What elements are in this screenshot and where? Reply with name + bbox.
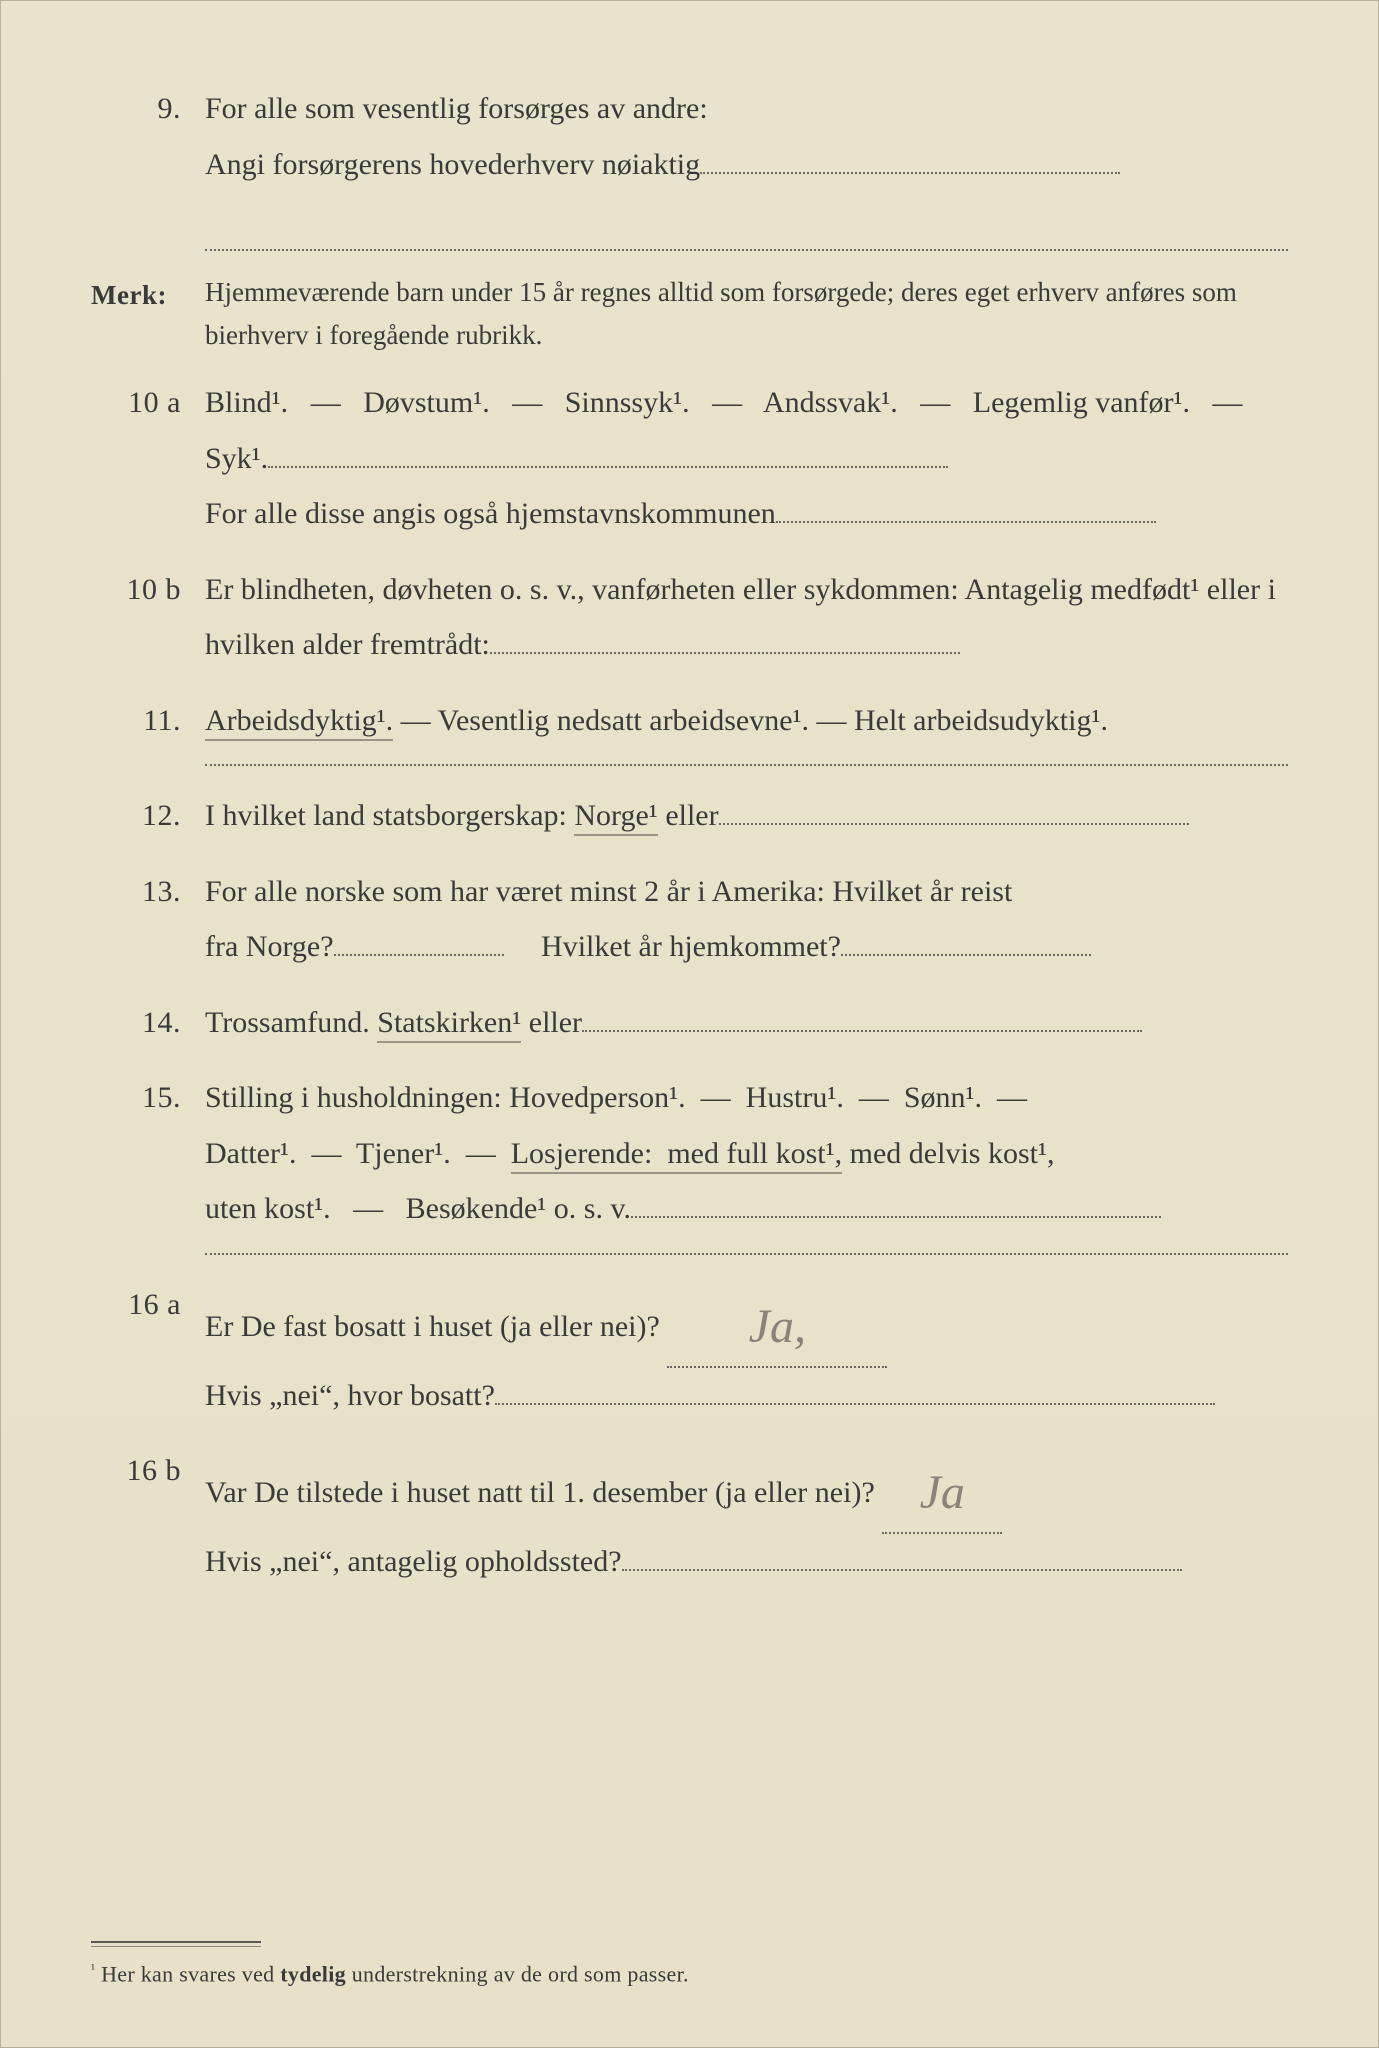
- q10a-opt-syk: Syk¹.: [205, 442, 268, 475]
- q13-line1: For alle norske som har været minst 2 år…: [205, 875, 1012, 908]
- q16a-body: Er De fast bosatt i huset (ja eller nei)…: [205, 1277, 1288, 1423]
- q15-prefix: Stilling i husholdningen:: [205, 1081, 509, 1114]
- q15-losjerende-underlined: Losjerende: med full kost¹,: [511, 1137, 842, 1174]
- merk-label: Merk:: [91, 271, 205, 357]
- q11-opt1-underlined: Arbeidsdyktig¹.: [205, 704, 393, 741]
- q10a-opt-blind: Blind¹.: [205, 386, 288, 419]
- question-10b: 10 b Er blindheten, døvheten o. s. v., v…: [91, 562, 1288, 673]
- question-10a: 10 a Blind¹. — Døvstum¹. — Sinnssyk¹. — …: [91, 375, 1288, 542]
- q9-number: 9.: [91, 81, 205, 251]
- q13-body: For alle norske som har været minst 2 år…: [205, 864, 1288, 975]
- q16a-answer-handwritten: Ja,: [743, 1300, 812, 1353]
- q14-opt-statskirken-underlined: Statskirken¹: [377, 1006, 521, 1043]
- q15-opt-sonn: Sønn¹.: [904, 1081, 982, 1114]
- q11-opt2: Vesentlig nedsatt arbeidsevne¹.: [438, 704, 809, 737]
- q10a-body: Blind¹. — Døvstum¹. — Sinnssyk¹. — Andss…: [205, 375, 1288, 542]
- q10b-number: 10 b: [91, 562, 205, 673]
- q16a-number: 16 a: [91, 1277, 205, 1423]
- q13-line2b: Hvilket år hjemkommet?: [541, 930, 841, 963]
- q15-opt-delvis-kost: med delvis kost¹,: [850, 1137, 1055, 1170]
- q10a-opt-legemlig: Legemlig vanfør¹.: [973, 386, 1190, 419]
- q11-opt3: Helt arbeidsudyktig¹.: [854, 704, 1108, 737]
- q15-opt-datter: Datter¹.: [205, 1137, 296, 1170]
- q11-blank-line: [205, 762, 1288, 766]
- q9-body: For alle som vesentlig forsørges av andr…: [205, 81, 1288, 251]
- q15-number: 15.: [91, 1070, 205, 1237]
- question-11: 11. Arbeidsdyktig¹. — Vesentlig nedsatt …: [91, 693, 1288, 749]
- footnote-rule: [91, 1941, 261, 1947]
- question-16b: 16 b Var De tilstede i huset natt til 1.…: [91, 1443, 1288, 1589]
- q16b-q2: Hvis „nei“, antagelig opholdssted?: [205, 1545, 622, 1578]
- q10a-number: 10 a: [91, 375, 205, 542]
- q16a-q2: Hvis „nei“, hvor bosatt?: [205, 1379, 495, 1412]
- q14-mid: eller: [529, 1006, 582, 1039]
- q9-line2: Angi forsørgerens hovederhverv nøiaktig: [205, 148, 700, 181]
- q10a-opt-sinnssyk: Sinnssyk¹.: [565, 386, 690, 419]
- merk-text: Hjemmeværende barn under 15 år regnes al…: [205, 271, 1288, 357]
- q12-prefix: I hvilket land statsborgerskap:: [205, 799, 574, 832]
- q16a-q1: Er De fast bosatt i huset (ja eller nei)…: [205, 1310, 667, 1343]
- footnote: ¹ Her kan svares ved tydelig understrekn…: [91, 1941, 689, 1987]
- footnote-text: Her kan svares ved tydelig understreknin…: [101, 1961, 689, 1986]
- q13-number: 13.: [91, 864, 205, 975]
- q9-blank-line: [205, 198, 1288, 251]
- q11-body: Arbeidsdyktig¹. — Vesentlig nedsatt arbe…: [205, 693, 1288, 749]
- q16b-answer-handwritten: Ja: [914, 1466, 971, 1519]
- q10a-opt-andssvak: Andssvak¹.: [763, 386, 898, 419]
- q13-line2a: fra Norge?: [205, 930, 334, 963]
- q15-opt-uten-kost: uten kost¹.: [205, 1192, 331, 1225]
- q15-opt-tjener: Tjener¹.: [356, 1137, 451, 1170]
- q15-opt-hustru: Hustru¹.: [746, 1081, 844, 1114]
- q10a-line3: For alle disse angis også hjemstavnskomm…: [205, 497, 776, 530]
- q12-mid: eller: [665, 799, 718, 832]
- q16b-body: Var De tilstede i huset natt til 1. dese…: [205, 1443, 1288, 1589]
- q15-opt-besokende: Besøkende¹ o. s. v.: [406, 1192, 631, 1225]
- question-14: 14. Trossamfund. Statskirken¹ eller: [91, 995, 1288, 1051]
- question-13: 13. For alle norske som har været minst …: [91, 864, 1288, 975]
- question-9: 9. For alle som vesentlig forsørges av a…: [91, 81, 1288, 251]
- q15-body: Stilling i husholdningen: Hovedperson¹. …: [205, 1070, 1288, 1237]
- q10b-text: Er blindheten, døvheten o. s. v., vanfør…: [205, 573, 1276, 662]
- q10a-opt-dovstum: Døvstum¹.: [363, 386, 490, 419]
- q12-body: I hvilket land statsborgerskap: Norge¹ e…: [205, 788, 1288, 844]
- q10b-body: Er blindheten, døvheten o. s. v., vanfør…: [205, 562, 1288, 673]
- q16b-q1: Var De tilstede i huset natt til 1. dese…: [205, 1476, 875, 1509]
- q12-opt-norge-underlined: Norge¹: [574, 799, 657, 836]
- question-15: 15. Stilling i husholdningen: Hovedperso…: [91, 1070, 1288, 1237]
- q9-line1: For alle som vesentlig forsørges av andr…: [205, 92, 708, 125]
- q16b-number: 16 b: [91, 1443, 205, 1589]
- note-merk: Merk: Hjemmeværende barn under 15 år reg…: [91, 271, 1288, 357]
- q11-number: 11.: [91, 693, 205, 749]
- q14-prefix: Trossamfund.: [205, 1006, 377, 1039]
- question-12: 12. I hvilket land statsborgerskap: Norg…: [91, 788, 1288, 844]
- q12-number: 12.: [91, 788, 205, 844]
- footnote-marker: ¹: [91, 1961, 95, 1976]
- q14-body: Trossamfund. Statskirken¹ eller: [205, 995, 1288, 1051]
- q15-blank-line: [205, 1251, 1288, 1255]
- census-form-page: 9. For alle som vesentlig forsørges av a…: [0, 0, 1379, 2048]
- q14-number: 14.: [91, 995, 205, 1051]
- question-16a: 16 a Er De fast bosatt i huset (ja eller…: [91, 1277, 1288, 1423]
- q15-opt-hovedperson: Hovedperson¹.: [509, 1081, 685, 1114]
